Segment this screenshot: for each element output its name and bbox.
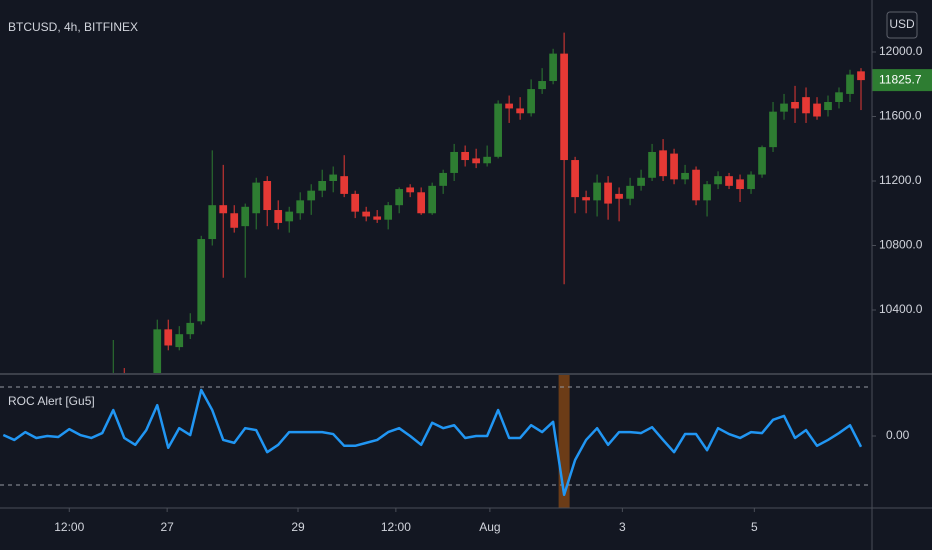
candle-body — [362, 211, 371, 217]
candle-body — [560, 53, 568, 161]
candle-body — [648, 151, 656, 178]
candle-body — [186, 322, 195, 335]
last-price-tag — [872, 69, 932, 92]
y-tick-label: 10400.0 — [879, 302, 923, 316]
candle-body — [736, 179, 744, 190]
candle-body — [494, 103, 502, 157]
x-tick-label: 5 — [751, 520, 758, 534]
candle-body — [483, 156, 491, 164]
candle-body — [439, 172, 447, 186]
candle-body — [384, 205, 393, 220]
candle-body — [582, 197, 590, 201]
last-price-label: 11825.7 — [879, 72, 922, 86]
candle-body — [351, 193, 360, 212]
highlight-band — [558, 375, 570, 508]
candle-body — [615, 193, 623, 199]
x-tick-label: 12:00 — [381, 520, 411, 534]
x-tick-label: Aug — [479, 520, 500, 534]
y-tick-label: 12000.0 — [879, 44, 923, 58]
candle-body — [461, 151, 469, 161]
roc-pane — [0, 375, 872, 508]
candle-body — [802, 97, 810, 114]
candle-body — [769, 111, 777, 148]
candle-body — [681, 172, 689, 180]
candle-body — [241, 206, 250, 227]
candle-body — [703, 184, 711, 201]
candle-body — [549, 53, 557, 82]
candle-body — [263, 181, 272, 211]
chart-title: BTCUSD, 4h, BITFINEX — [8, 20, 138, 34]
candle-body — [318, 181, 327, 191]
candle-body — [637, 177, 645, 186]
candle-body — [373, 216, 382, 220]
candle-body — [571, 160, 579, 198]
candle-body — [813, 103, 821, 117]
candle-body — [714, 176, 722, 185]
candle-body — [406, 187, 415, 193]
candle-body — [846, 74, 854, 94]
candle-body — [747, 174, 755, 190]
candle-body — [395, 189, 404, 206]
candle-body — [538, 81, 546, 90]
candle-body — [274, 210, 283, 223]
x-tick-label: 3 — [619, 520, 626, 534]
indicator-title: ROC Alert [Gu5] — [8, 394, 95, 408]
candle-body — [219, 205, 228, 214]
candle-body — [450, 151, 458, 173]
x-tick-label: 29 — [291, 520, 305, 534]
y-tick-label: 11600.0 — [879, 109, 922, 123]
candle-body — [230, 213, 239, 228]
candle-body — [175, 334, 184, 348]
y-tick-label: 11200.0 — [879, 173, 922, 187]
candle-body — [307, 190, 316, 201]
currency-label[interactable]: USD — [889, 17, 915, 31]
candle-body — [725, 176, 733, 186]
candle-body — [505, 103, 513, 109]
candle-body — [824, 101, 832, 111]
candle-body — [296, 200, 305, 214]
candle-body — [835, 92, 843, 102]
axes: 10400.0 10800.0 11200.0 11600.0 12000.0 11825… — [54, 44, 932, 534]
roc-line — [2, 388, 863, 497]
candle-body — [428, 185, 436, 214]
candle-body — [527, 89, 535, 114]
candle-body — [659, 150, 667, 177]
x-tick-label: 12:00 — [54, 520, 84, 534]
candle-body — [252, 182, 261, 214]
candle-body — [593, 182, 601, 201]
candle-body — [670, 153, 678, 180]
currency-button[interactable] — [886, 11, 918, 39]
candle-body — [285, 211, 294, 222]
candle-body — [208, 205, 217, 240]
y-tick-label: 0.00 — [886, 428, 910, 442]
y-tick-label: 10800.0 — [879, 238, 923, 252]
candle-body — [626, 185, 634, 199]
candle-body — [791, 101, 799, 109]
price-pane — [112, 32, 865, 373]
candle-body — [197, 239, 206, 322]
candle-body — [153, 329, 162, 373]
candle-body — [329, 174, 338, 182]
candle-body — [472, 158, 480, 164]
x-tick-label: 27 — [160, 520, 174, 534]
candle-body — [780, 103, 788, 112]
candle-body — [857, 71, 865, 81]
candle-body — [692, 169, 700, 201]
candle-body — [516, 108, 524, 114]
candle-body — [758, 147, 766, 175]
candle-body — [340, 176, 349, 194]
candle-body — [417, 192, 426, 214]
candle-body — [604, 182, 612, 204]
candle-body — [164, 329, 173, 346]
